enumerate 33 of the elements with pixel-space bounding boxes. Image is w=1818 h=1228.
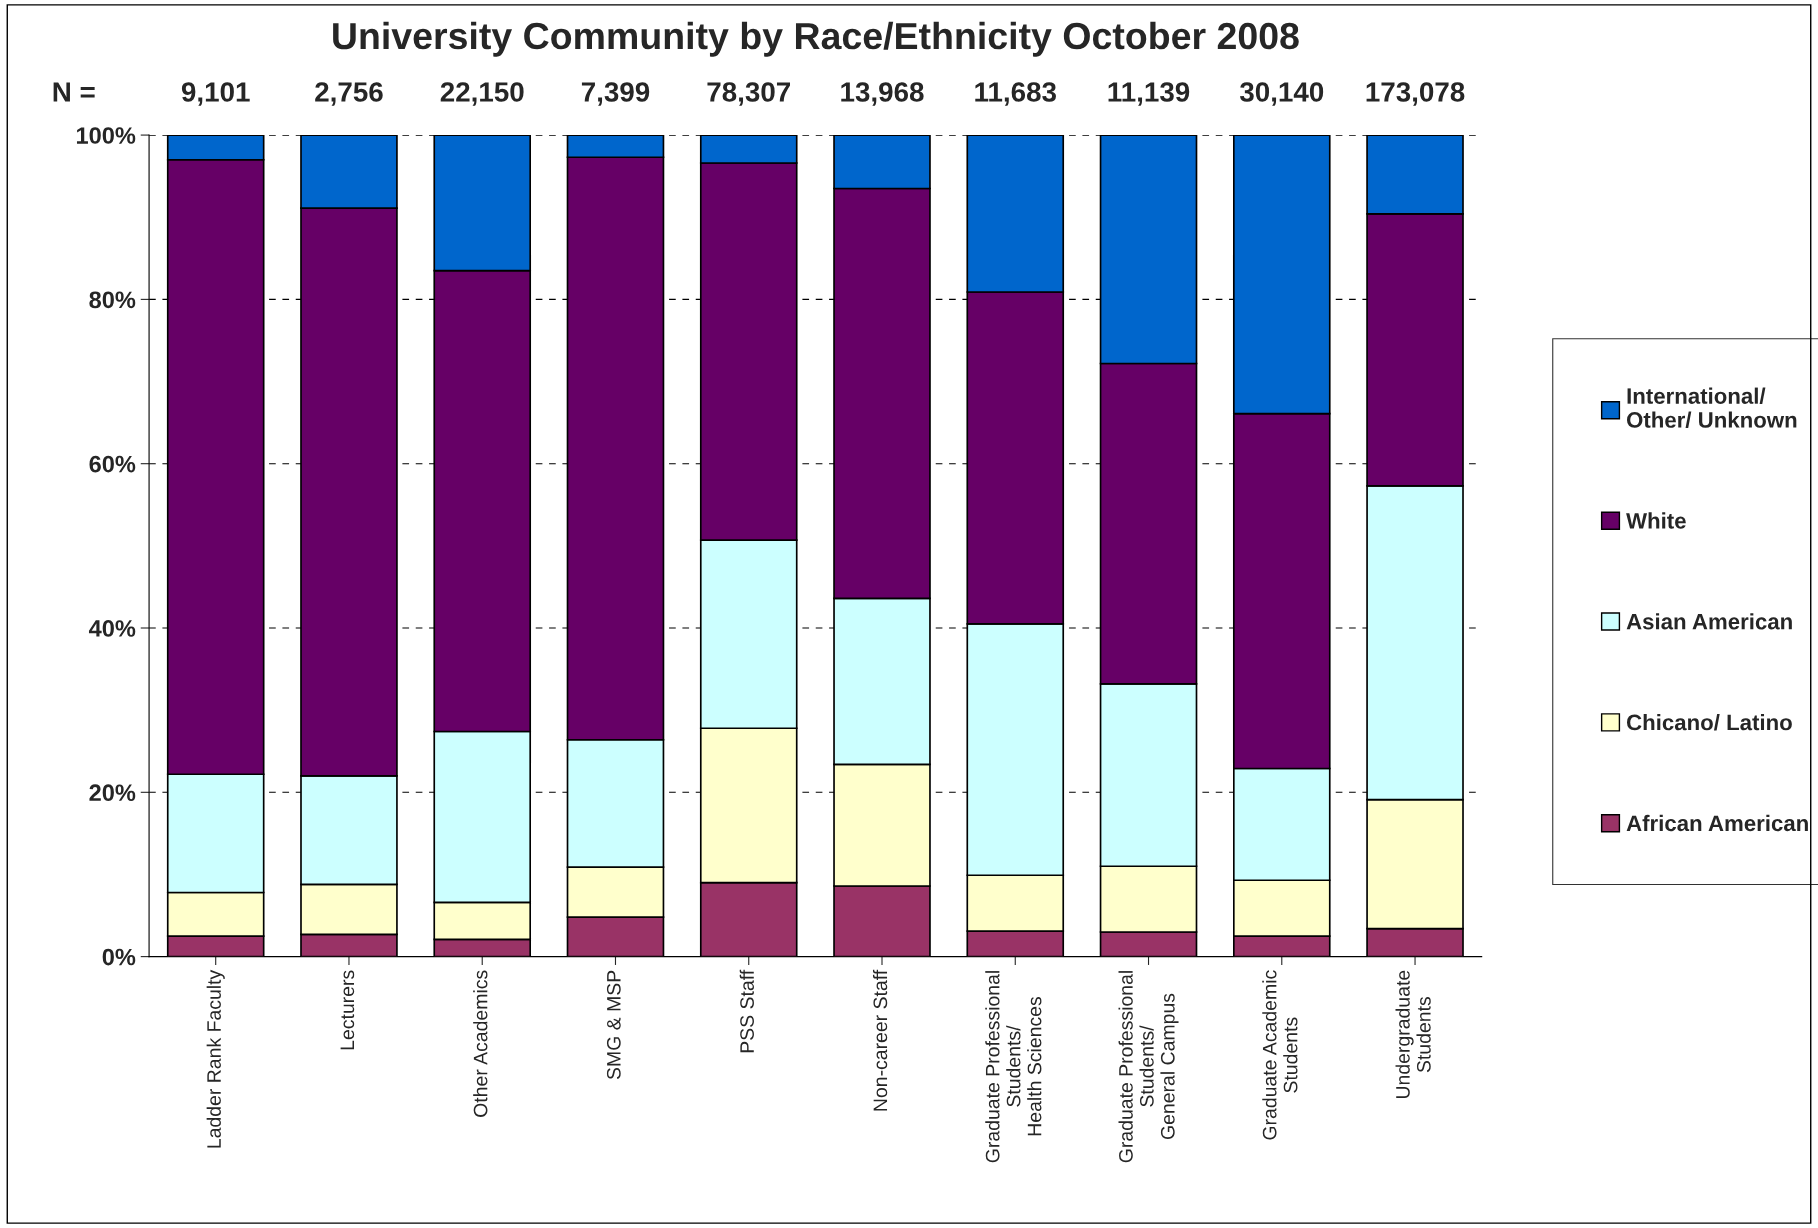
x-tick-label: Ladder Rank Faculty (206, 969, 225, 1148)
text: 11,683 (975, 82, 1056, 106)
x-tick-label: Graduate Professional Students/ General Campus (1118, 971, 1179, 1163)
text: 9,101 (181, 82, 250, 106)
x-tick-label: Undergraduate Students (1395, 970, 1431, 1099)
y-tick-label: 80% (89, 291, 136, 309)
legend-label: International/ Other/ Unknown (1626, 387, 1797, 429)
x-tick-label: Non-career Staff (872, 969, 888, 1111)
text: 22,150 (440, 82, 524, 106)
legend-label: White (1626, 512, 1686, 529)
x-tick-label: PSS Staff (739, 969, 754, 1053)
x-tick-label: Lecturers (340, 970, 355, 1050)
y-tick-label: 20% (89, 784, 136, 802)
legend-label: African American (1626, 814, 1808, 832)
text: 173,078 (1366, 82, 1465, 106)
text: 7,399 (581, 82, 650, 106)
text: 13,968 (841, 82, 924, 106)
text: 2,756 (315, 82, 383, 106)
text: N = (53, 82, 95, 102)
text: 11,139 (1108, 82, 1190, 106)
x-tick-label: Graduate Academic Students (1262, 970, 1298, 1140)
y-tick-label: 100% (76, 127, 136, 144)
x-tick-label: Graduate Professional Students/ Health Sciences (985, 971, 1042, 1163)
legend-label: Asian American (1626, 613, 1792, 630)
chart-title: University Community by Race/Ethnicity October 2008 (333, 21, 1299, 57)
x-tick-label: Other Academics (473, 970, 488, 1117)
text: 30,140 (1239, 82, 1324, 106)
y-tick-label: 40% (88, 620, 136, 637)
text: 78,307 (707, 82, 791, 106)
legend-label: Chicano/ Latino (1626, 714, 1792, 731)
y-tick-label: 0% (102, 948, 136, 966)
y-tick-label: 60% (89, 455, 136, 473)
x-tick-label: SMG & MSP (606, 970, 621, 1080)
